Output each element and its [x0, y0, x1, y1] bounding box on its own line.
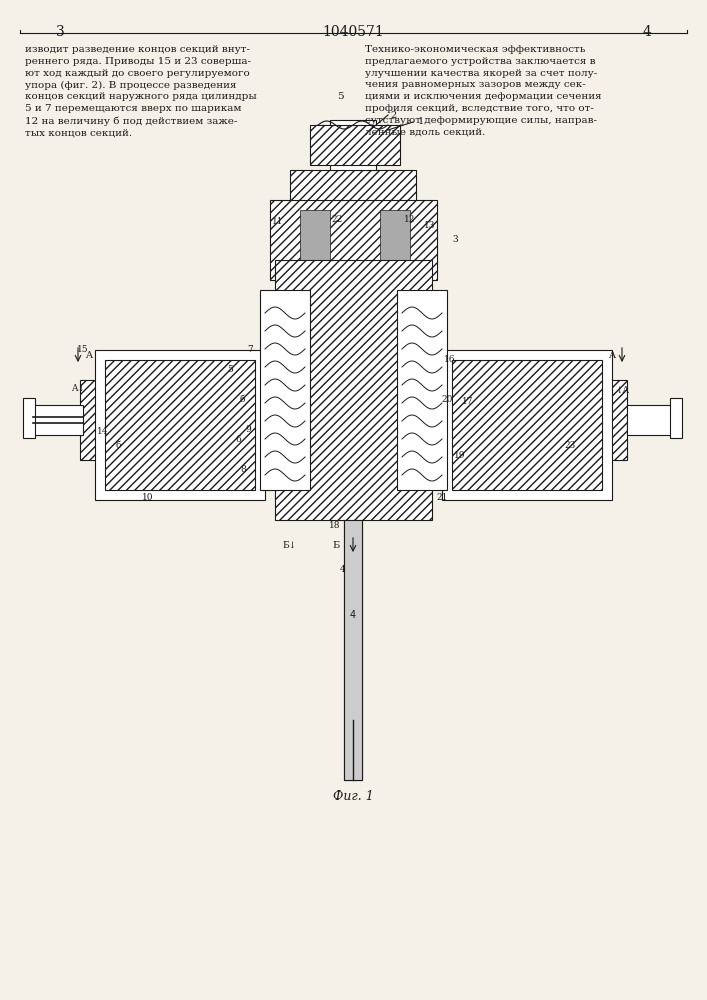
Text: Фиг. 1: Фиг. 1 — [332, 790, 373, 803]
Bar — [344, 180, 362, 780]
Text: 5: 5 — [227, 365, 233, 374]
Text: Технико-экономическая эффективность
предлагаемого устройства заключается в
улучш: Технико-экономическая эффективность пред… — [365, 45, 602, 137]
Text: 14: 14 — [98, 428, 109, 436]
Text: 10: 10 — [142, 493, 153, 502]
Text: 7: 7 — [247, 346, 253, 355]
Text: Б↓: Б↓ — [283, 540, 297, 550]
Bar — [270, 200, 437, 280]
Text: б: б — [239, 395, 245, 404]
Text: A↓: A↓ — [71, 383, 85, 392]
Text: 11: 11 — [272, 218, 284, 227]
Text: 18: 18 — [329, 520, 341, 530]
Bar — [397, 290, 447, 490]
Bar — [380, 210, 410, 260]
Bar — [260, 290, 310, 490]
Text: 22: 22 — [332, 216, 343, 225]
Bar — [300, 210, 330, 260]
Bar — [452, 360, 602, 490]
Text: 2: 2 — [390, 110, 396, 119]
Text: 3: 3 — [56, 25, 64, 39]
Text: ↓A: ↓A — [615, 385, 629, 394]
Bar — [670, 398, 682, 438]
Bar — [627, 405, 677, 435]
Text: 12: 12 — [404, 216, 416, 225]
Bar — [105, 360, 255, 490]
Text: 23: 23 — [564, 440, 575, 450]
Text: 6: 6 — [235, 436, 241, 444]
Text: Б: Б — [333, 540, 340, 550]
Text: б: б — [115, 440, 121, 450]
Bar — [275, 260, 432, 520]
Text: 8: 8 — [240, 466, 246, 475]
Text: 21: 21 — [436, 493, 448, 502]
Text: 3: 3 — [452, 235, 458, 244]
Text: 17: 17 — [462, 397, 474, 406]
Text: 4: 4 — [340, 566, 346, 574]
Bar — [310, 125, 400, 165]
Text: 1040571: 1040571 — [322, 25, 384, 39]
Bar — [442, 350, 612, 500]
Bar — [427, 380, 627, 460]
Text: 4: 4 — [643, 25, 651, 39]
Text: 20: 20 — [441, 395, 452, 404]
Text: 9: 9 — [245, 426, 251, 434]
Text: A: A — [85, 351, 92, 360]
Bar — [95, 350, 265, 500]
Bar — [33, 405, 83, 435]
Text: 15: 15 — [77, 346, 89, 355]
Text: 16: 16 — [444, 356, 456, 364]
Text: изводит разведение концов секций внут-
реннего ряда. Приводы 15 и 23 совершa-
ют: изводит разведение концов секций внут- р… — [25, 45, 257, 137]
Bar — [23, 398, 35, 438]
Bar — [290, 170, 416, 210]
Text: 5: 5 — [337, 92, 344, 101]
Text: 1: 1 — [418, 117, 424, 126]
Text: 13: 13 — [424, 221, 436, 230]
Bar — [344, 520, 362, 780]
Bar — [330, 120, 376, 170]
Text: A: A — [608, 351, 615, 360]
Text: 19: 19 — [455, 450, 466, 460]
Bar — [80, 380, 280, 460]
Text: 4: 4 — [350, 610, 356, 620]
